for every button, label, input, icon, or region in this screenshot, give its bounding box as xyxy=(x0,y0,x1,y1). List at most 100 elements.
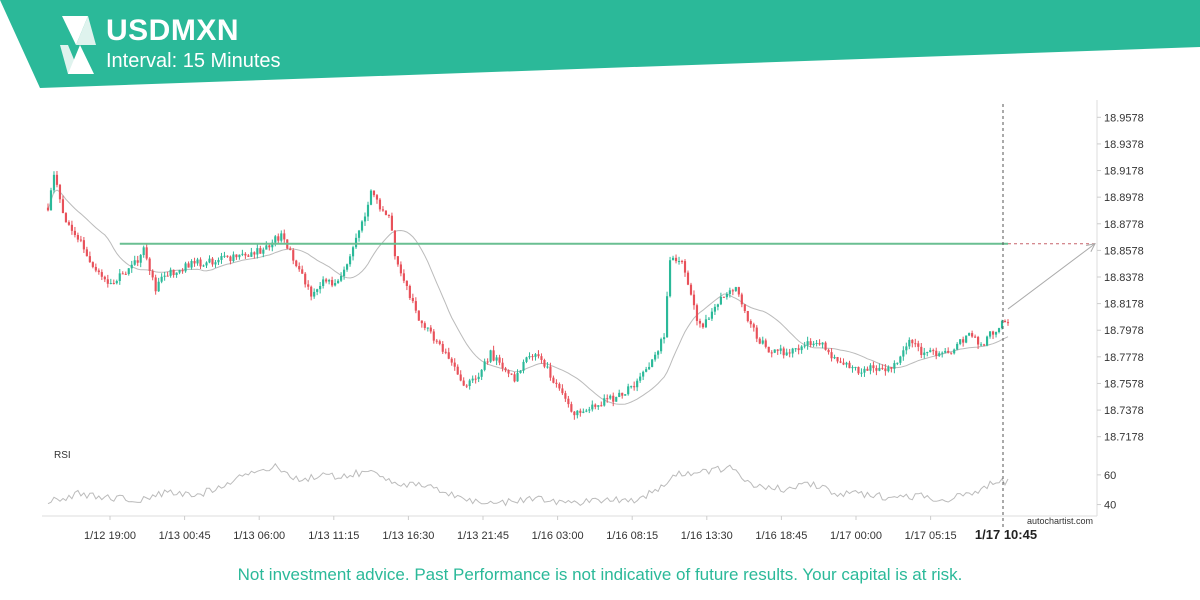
candle-body xyxy=(671,257,675,261)
candle-body xyxy=(366,204,370,217)
candle xyxy=(109,278,112,285)
candle xyxy=(977,335,980,350)
candle xyxy=(226,255,229,258)
price-tick-label: 18.7578 xyxy=(1104,378,1144,390)
candle xyxy=(827,348,830,355)
candle-body xyxy=(390,215,394,231)
candle xyxy=(64,212,68,223)
candle-body xyxy=(779,348,782,351)
candle xyxy=(444,348,447,355)
candle-body xyxy=(618,392,621,397)
candle-body xyxy=(229,256,232,262)
candle xyxy=(537,350,540,359)
candle xyxy=(471,375,474,384)
candle-body xyxy=(513,374,516,382)
candle xyxy=(782,346,785,359)
candle-body xyxy=(782,348,785,356)
candle-body xyxy=(528,356,531,358)
candle xyxy=(486,358,489,365)
candle-body xyxy=(76,234,79,240)
candle-body xyxy=(636,380,639,388)
candle-body xyxy=(271,242,274,248)
candle xyxy=(953,348,956,355)
candle xyxy=(561,384,564,396)
candle-body xyxy=(277,236,280,241)
candle xyxy=(351,245,355,261)
candle xyxy=(531,354,534,361)
candle-body xyxy=(615,396,618,402)
candle-body xyxy=(926,352,929,354)
candle-body xyxy=(627,386,630,395)
candle xyxy=(328,278,331,285)
candle-body xyxy=(639,376,642,381)
candle-body xyxy=(579,410,582,413)
candle xyxy=(803,341,806,349)
time-tick-label: 1/16 03:00 xyxy=(532,530,584,542)
candle xyxy=(483,358,486,372)
candle xyxy=(417,310,420,322)
time-tick-label: 1/13 11:15 xyxy=(308,530,359,542)
candle-body xyxy=(920,346,923,355)
candle xyxy=(540,353,543,364)
candle xyxy=(393,230,396,260)
candle xyxy=(375,193,379,204)
candle xyxy=(477,372,480,383)
candle xyxy=(372,190,376,198)
candle xyxy=(606,394,609,403)
candle xyxy=(662,333,666,344)
candle-body xyxy=(977,337,980,345)
candle xyxy=(812,341,815,347)
candle xyxy=(591,400,594,412)
candle xyxy=(830,348,833,362)
candle-body xyxy=(929,350,932,353)
candle-body xyxy=(462,380,465,386)
candle xyxy=(839,357,842,364)
time-tick-label: 1/13 16:30 xyxy=(382,530,434,542)
candle xyxy=(208,255,211,264)
candle xyxy=(462,377,465,387)
candle-body xyxy=(552,377,555,383)
candle-body xyxy=(827,349,830,353)
candle xyxy=(277,233,280,244)
candle-body xyxy=(136,260,139,263)
candle-body xyxy=(767,346,770,353)
candle xyxy=(247,254,250,257)
candle xyxy=(450,357,453,366)
candle-body xyxy=(851,367,854,369)
candle-body xyxy=(624,394,627,396)
candle xyxy=(543,358,546,369)
candle-body xyxy=(959,339,962,344)
candle xyxy=(58,183,62,203)
candle xyxy=(767,346,770,353)
candle-body xyxy=(411,298,414,302)
candle-body xyxy=(325,279,328,282)
candle-body xyxy=(962,339,965,343)
candle xyxy=(746,310,749,323)
candle-body xyxy=(396,256,399,265)
candle-body xyxy=(770,352,773,354)
moving-average xyxy=(47,189,1009,405)
candle-body xyxy=(982,344,986,346)
candle xyxy=(145,243,148,261)
candle-body xyxy=(268,245,271,248)
candle xyxy=(354,233,358,249)
candle-body xyxy=(788,352,791,354)
candle xyxy=(991,330,995,340)
candle-body xyxy=(794,348,797,350)
candle-body xyxy=(124,273,127,275)
candle-body xyxy=(764,340,767,347)
candle-body xyxy=(441,343,444,352)
candle xyxy=(761,336,764,345)
candle-body xyxy=(991,331,995,335)
candle xyxy=(217,257,220,266)
candle xyxy=(310,285,313,301)
candle-body xyxy=(307,284,310,287)
candle-body xyxy=(172,269,175,276)
candle xyxy=(959,339,962,346)
candle-body xyxy=(262,249,265,254)
candle-body xyxy=(283,233,286,240)
candle-body xyxy=(474,378,477,380)
candle-body xyxy=(842,362,845,365)
candle xyxy=(908,337,911,350)
moving-average-line xyxy=(47,189,1009,405)
